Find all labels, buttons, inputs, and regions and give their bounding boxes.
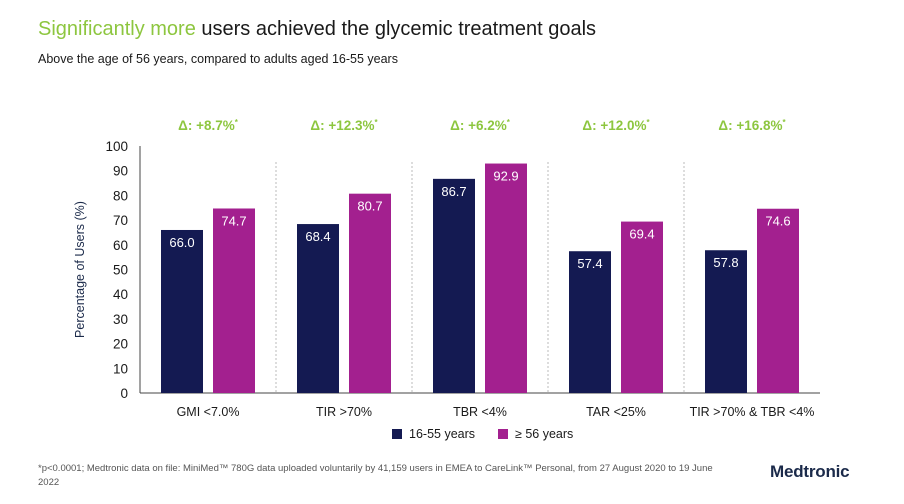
bar-chart: 0 10 20 30 40 50 60 70 80 90 100 Percentage of User… — [73, 118, 820, 441]
data-label-series1: 66.0 — [169, 235, 194, 250]
x-tick-label: TBR <4% — [453, 405, 507, 419]
x-tick-label: TIR >70% — [316, 405, 372, 419]
chart-title: Significantly more users achieved the gl… — [38, 18, 596, 41]
data-label-series1: 86.7 — [441, 184, 466, 199]
data-label-series2: 92.9 — [493, 169, 518, 184]
data-label-series2: 69.4 — [629, 227, 654, 242]
medtronic-logo: Medtronic — [770, 462, 850, 481]
data-label-series1: 57.8 — [713, 255, 738, 270]
y-tick-label: 30 — [113, 312, 128, 327]
x-tick-label: GMI <7.0% — [177, 405, 240, 419]
y-tick-label: 50 — [113, 263, 128, 278]
data-label-series1: 57.4 — [577, 256, 602, 271]
data-label-series2: 74.6 — [765, 214, 790, 229]
y-axis-label: Percentage of Users (%) — [73, 201, 87, 338]
y-tick-label: 20 — [113, 337, 128, 352]
title-highlight: Significantly more — [38, 18, 196, 40]
bar-series2 — [485, 163, 527, 393]
significance-mark: * — [235, 118, 239, 127]
bar-series2 — [757, 208, 799, 393]
delta-annotation: Δ: +8.7%* — [178, 118, 239, 133]
bar-series1 — [297, 224, 339, 393]
delta-annotation: Δ: +6.2%* — [450, 118, 511, 133]
bar-series2 — [349, 193, 391, 393]
legend-label-series2: ≥ 56 years — [515, 427, 573, 441]
delta-annotation: Δ: +12.0%* — [582, 118, 650, 133]
bar-series1 — [705, 250, 747, 393]
y-tick-label: 70 — [113, 213, 128, 228]
significance-mark: * — [647, 118, 651, 127]
legend-swatch-series2 — [498, 429, 508, 439]
significance-mark: * — [507, 118, 511, 127]
footnote: *p<0.0001; Medtronic data on file: MiniM… — [38, 463, 713, 488]
data-label-series2: 74.7 — [221, 213, 246, 228]
delta-annotation: Δ: +12.3%* — [310, 118, 378, 133]
x-tick-label: TAR <25% — [586, 405, 646, 419]
y-tick-label: 100 — [105, 139, 128, 154]
y-tick-label: 0 — [120, 386, 128, 401]
bar-series1 — [433, 178, 475, 393]
significance-mark: * — [375, 118, 379, 127]
data-label-series2: 80.7 — [357, 199, 382, 214]
y-tick-label: 40 — [113, 287, 128, 302]
bar-series2 — [213, 208, 255, 393]
bar-series1 — [161, 229, 203, 393]
title-rest: users achieved the glycemic treatment go… — [195, 18, 597, 40]
y-tick-label: 80 — [113, 188, 128, 203]
y-tick-label: 90 — [113, 164, 128, 179]
bar-series2 — [621, 221, 663, 393]
data-label-series1: 68.4 — [305, 229, 330, 244]
bar-series1 — [569, 251, 611, 393]
x-tick-label: TIR >70% & TBR <4% — [690, 405, 815, 419]
y-tick-label: 60 — [113, 238, 128, 253]
legend-label-series1: 16-55 years — [409, 427, 475, 441]
chart-subtitle: Above the age of 56 years, compared to a… — [38, 52, 398, 66]
legend-swatch-series1 — [392, 429, 402, 439]
y-tick-label: 10 — [113, 361, 128, 376]
delta-annotation: Δ: +16.8%* — [718, 118, 786, 133]
significance-mark: * — [783, 118, 787, 127]
